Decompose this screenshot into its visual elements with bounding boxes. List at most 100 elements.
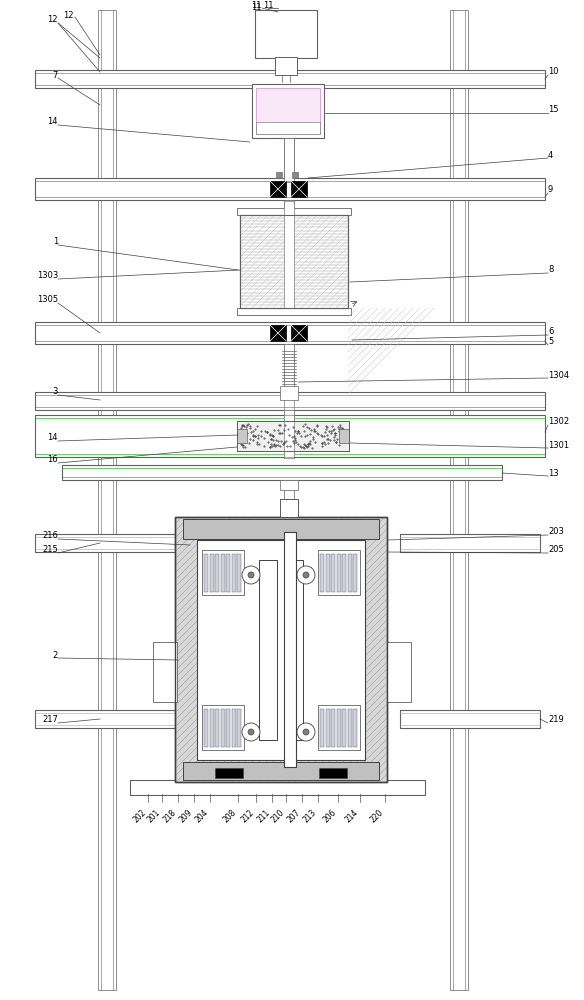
Bar xyxy=(215,554,219,592)
Bar xyxy=(175,517,387,782)
Text: 5: 5 xyxy=(548,338,553,347)
Bar xyxy=(231,554,235,592)
Bar xyxy=(284,344,294,410)
Text: 11: 11 xyxy=(252,0,262,9)
Circle shape xyxy=(248,729,254,735)
Text: 6: 6 xyxy=(548,328,554,336)
Text: 1301: 1301 xyxy=(548,440,569,450)
Text: 13: 13 xyxy=(548,468,559,478)
Text: 214: 214 xyxy=(343,808,360,824)
Bar xyxy=(450,10,468,990)
Bar xyxy=(347,554,352,592)
Bar xyxy=(284,138,294,182)
Text: 208: 208 xyxy=(221,808,238,824)
Bar xyxy=(325,554,329,592)
Bar xyxy=(320,554,324,592)
Text: 4: 4 xyxy=(548,150,553,159)
Bar xyxy=(276,172,282,178)
Bar xyxy=(318,705,360,750)
Text: 212: 212 xyxy=(239,808,256,824)
Text: 12: 12 xyxy=(47,15,58,24)
Text: 16: 16 xyxy=(47,456,58,464)
Circle shape xyxy=(297,723,315,741)
Text: 209: 209 xyxy=(178,808,194,824)
Bar xyxy=(237,208,351,215)
Text: 2: 2 xyxy=(53,650,58,660)
Bar xyxy=(35,415,545,457)
Bar xyxy=(400,710,540,728)
Bar xyxy=(291,181,307,197)
Text: 217: 217 xyxy=(42,716,58,724)
Bar xyxy=(35,392,545,410)
Bar xyxy=(215,768,243,778)
Bar xyxy=(259,560,277,740)
Bar xyxy=(331,709,335,747)
Text: 1: 1 xyxy=(53,237,58,246)
Bar xyxy=(221,709,224,747)
Bar xyxy=(400,534,540,552)
Text: 216: 216 xyxy=(42,532,58,540)
Circle shape xyxy=(303,729,309,735)
Bar xyxy=(221,554,224,592)
Bar xyxy=(347,709,352,747)
Bar xyxy=(270,325,286,341)
Text: 12: 12 xyxy=(64,10,74,19)
Text: 14: 14 xyxy=(47,117,58,126)
Bar xyxy=(256,122,320,134)
Text: 14: 14 xyxy=(47,434,58,442)
Bar xyxy=(285,560,303,740)
Bar xyxy=(342,554,346,592)
Bar xyxy=(204,709,208,747)
Text: 15: 15 xyxy=(548,105,558,114)
Text: 1302: 1302 xyxy=(548,418,569,426)
Text: 7: 7 xyxy=(53,70,58,80)
Text: 10: 10 xyxy=(548,68,558,77)
Circle shape xyxy=(242,566,260,584)
Bar xyxy=(183,519,379,539)
Bar xyxy=(130,780,425,795)
Bar xyxy=(226,554,230,592)
Bar xyxy=(336,554,340,592)
Bar xyxy=(275,57,297,75)
Bar xyxy=(291,325,307,341)
Bar xyxy=(256,88,320,134)
Text: 1305: 1305 xyxy=(37,296,58,304)
Text: 207: 207 xyxy=(286,808,302,824)
Bar xyxy=(240,215,348,308)
Bar xyxy=(237,421,349,451)
Text: 205: 205 xyxy=(548,546,564,554)
Bar xyxy=(197,540,365,760)
Bar xyxy=(210,554,214,592)
Bar xyxy=(231,709,235,747)
Bar xyxy=(353,554,357,592)
Bar xyxy=(280,386,298,400)
Bar xyxy=(339,429,349,443)
Text: 1304: 1304 xyxy=(548,370,569,379)
Text: 204: 204 xyxy=(193,808,210,824)
Bar xyxy=(226,709,230,747)
Bar xyxy=(284,532,296,767)
Bar xyxy=(284,415,294,457)
Text: 8: 8 xyxy=(548,265,554,274)
Circle shape xyxy=(297,566,315,584)
Text: 3: 3 xyxy=(53,387,58,396)
Bar xyxy=(353,709,357,747)
Text: 202: 202 xyxy=(131,808,148,824)
Bar xyxy=(35,710,175,728)
Circle shape xyxy=(248,572,254,578)
Circle shape xyxy=(242,723,260,741)
Bar xyxy=(175,517,387,782)
Bar xyxy=(387,642,411,702)
Bar xyxy=(35,70,545,88)
Bar xyxy=(237,421,349,451)
Bar xyxy=(183,762,379,780)
Bar xyxy=(237,308,351,315)
Bar xyxy=(280,499,298,517)
Bar xyxy=(270,181,286,197)
Bar xyxy=(202,705,244,750)
Bar xyxy=(292,172,298,178)
Bar xyxy=(35,178,545,200)
Bar xyxy=(319,768,347,778)
Bar xyxy=(336,709,340,747)
Bar xyxy=(284,410,294,458)
